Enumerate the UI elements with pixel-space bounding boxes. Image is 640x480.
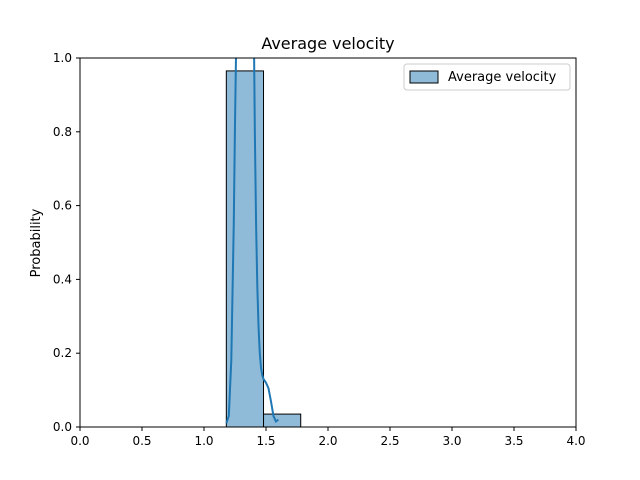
x-tick-label: 1.5 [256,434,275,448]
legend: Average velocity [403,63,571,91]
histogram-bar-2 [263,413,302,428]
histogram-bar-1 [225,70,265,428]
y-tick-label: 0.4 [53,272,72,286]
x-tick-label: 2.5 [380,434,399,448]
x-tick-label: 3.5 [504,434,523,448]
x-tick-label: 3.0 [442,434,461,448]
x-tick-label: 2.0 [318,434,337,448]
x-tick-label: 0.5 [132,434,151,448]
legend-label: Average velocity [448,70,557,85]
y-tick-label: 1.0 [53,51,72,65]
axes: 0.0 0.5 1.0 1.5 2.0 2.5 3.0 3.5 4.0 0.0 0.2 0.4 0.6 0… [53,51,586,448]
plot-area [225,58,302,428]
y-axis-label: Probability [29,208,44,277]
x-tick-label: 1.0 [194,434,213,448]
x-tick-label: 4.0 [566,434,585,448]
x-tick-label: 0.0 [70,434,89,448]
legend-box [403,63,571,91]
y-tick-label: 0.0 [53,420,72,434]
y-tick-label: 0.2 [53,346,72,360]
y-tick-label: 0.6 [53,199,72,213]
legend-swatch [409,70,439,84]
kde-curve [225,58,279,424]
plot-frame [79,57,577,428]
y-tick-label: 0.8 [53,125,72,139]
chart-title: Average velocity [261,34,394,53]
